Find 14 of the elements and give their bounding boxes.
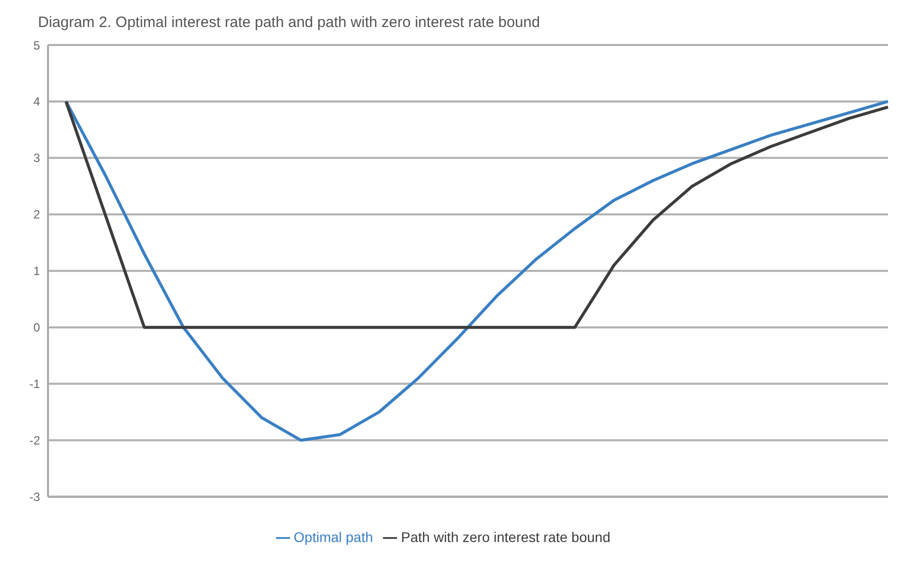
- y-tick-label: 5: [33, 38, 40, 52]
- y-tick-label: 3: [33, 151, 40, 166]
- line-series: [64, 100, 890, 442]
- chart-title: Diagram 2. Optimal interest rate path and path with zero interest rate bound: [37, 13, 541, 33]
- y-tick-label: 4: [33, 94, 40, 109]
- y-tick-label: 2: [33, 208, 40, 222]
- legend-label: Path with zero interest rate bound: [401, 528, 610, 545]
- y-tick-label: -1: [29, 377, 40, 392]
- y-tick-label: -3: [29, 490, 40, 504]
- line-series: [64, 100, 890, 329]
- legend-label: Optimal path: [294, 528, 374, 545]
- y-tick-label: 0: [33, 320, 40, 335]
- y-tick-label: -2: [29, 434, 40, 448]
- y-tick-label: 1: [33, 264, 40, 278]
